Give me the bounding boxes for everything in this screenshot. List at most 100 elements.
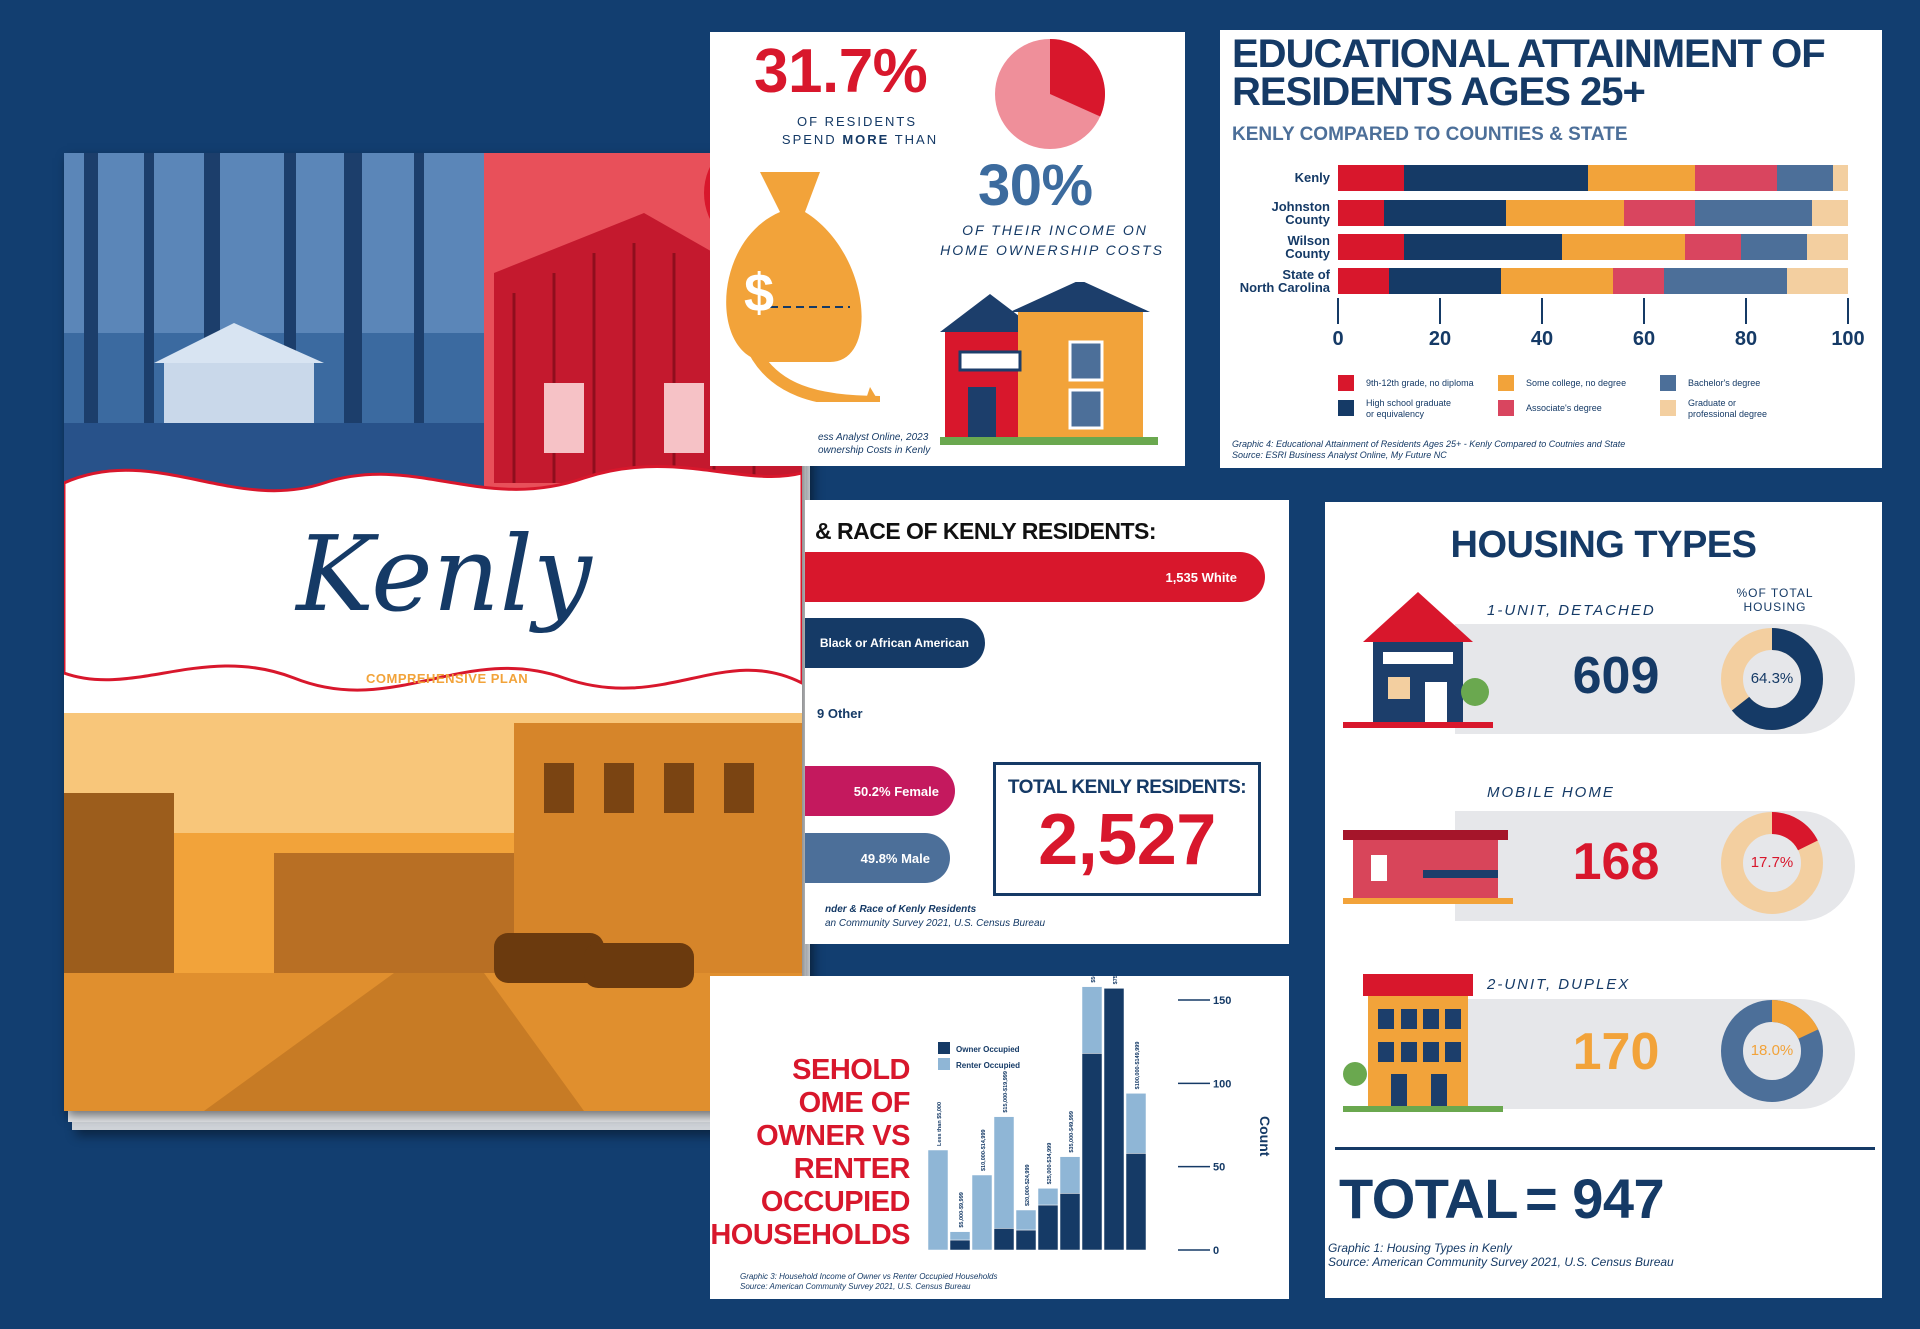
edu-bar-segment xyxy=(1404,234,1563,260)
income-tick-label: 150 xyxy=(1213,995,1231,1007)
edu-bar-row xyxy=(1338,200,1848,226)
edu-bar-segment xyxy=(1338,200,1384,226)
donut-chart-18-0 xyxy=(1721,1000,1823,1102)
dollar-sign: $ xyxy=(744,263,775,323)
stat1-line1: OF RESIDENTS xyxy=(796,114,918,129)
income-bar-segment xyxy=(949,1239,971,1251)
total-residents-box: TOTAL KENLY RESIDENTS: 2,527 xyxy=(993,762,1261,896)
edu-bar-segment xyxy=(1613,268,1665,294)
income-panel: SEHOLD OME OF OWNER VS RENTER OCCUPIED HOUSEH… xyxy=(710,976,1289,1299)
housing-caption-1: Graphic 1: Housing Types in Kenly xyxy=(1328,1241,1512,1255)
edu-axis-tick xyxy=(1745,298,1747,324)
stat1-line2: SPEND MORE THAN xyxy=(760,132,960,147)
edu-legend-swatch xyxy=(1660,400,1676,416)
education-panel: EDUCATIONAL ATTAINMENT OF RESIDENTS AGES… xyxy=(1220,30,1882,468)
income-category-label: $75,000-$99,999 xyxy=(1113,976,1119,984)
income-bar-segment xyxy=(993,1228,1015,1251)
income-category-label: $10,000-$14,999 xyxy=(981,1129,987,1171)
income-bar-segment xyxy=(1103,988,1125,1251)
income-chart-svg: Less than $5,000 $5,000-$9,999 $10,000-$14… xyxy=(927,976,1273,1257)
housing-total-value: = 947 xyxy=(1525,1167,1665,1230)
stat2-line1: OF THEIR INCOME ON xyxy=(962,222,1148,238)
edu-bar-segment xyxy=(1383,200,1507,226)
housing-type-2-pct: 17.7% xyxy=(1750,854,1794,871)
edu-bar-segment xyxy=(1506,200,1624,226)
total-residents-label: TOTAL KENLY RESIDENTS: xyxy=(1007,777,1247,798)
housing-title: HOUSING TYPES xyxy=(1450,524,1758,566)
income-category-label: $100,000-$149,999 xyxy=(1135,1042,1141,1090)
income-title-line: OCCUPIED xyxy=(760,1186,911,1218)
housing-divider xyxy=(1335,1147,1875,1150)
edu-bar-segment xyxy=(1740,234,1808,260)
income-title-line: OWNER VS xyxy=(756,1120,910,1152)
income-bar-segment xyxy=(1125,1093,1147,1154)
detached-house-icon xyxy=(1343,592,1493,728)
income-bar-segment xyxy=(1037,1204,1059,1251)
total-residents-value: 2,527 xyxy=(1038,800,1216,880)
housing-type-1-pct: 64.3% xyxy=(1750,670,1794,687)
edu-bar-row xyxy=(1338,268,1848,294)
edu-bar-segment xyxy=(1404,165,1588,191)
stat-31-7-percent: 31.7% xyxy=(754,37,928,106)
income-tick-label: 100 xyxy=(1213,1078,1231,1090)
housing-caption-2: Source: American Community Survey 2021, … xyxy=(1328,1255,1674,1269)
housing-type-3-count: 170 xyxy=(1572,1023,1660,1081)
income-legend-label: Owner Occupied xyxy=(956,1045,1020,1054)
edu-bar-segment xyxy=(1694,165,1777,191)
housing-type-1-label: 1-UNIT, DETACHED xyxy=(1487,602,1656,619)
income-category-label: $15,000-$19,999 xyxy=(1003,1071,1009,1113)
income-bar-segment xyxy=(1125,1153,1147,1251)
income-title-line: RENTER xyxy=(793,1153,911,1185)
income-chart: Less than $5,000 $5,000-$9,999 $10,000-$14… xyxy=(710,976,1289,1299)
edu-axis-tick xyxy=(1847,298,1849,324)
income-bar-segment xyxy=(1015,1209,1037,1231)
income-y-axis-label: Count xyxy=(1257,1116,1273,1157)
edu-bar-row xyxy=(1338,165,1848,191)
edu-bar-segment xyxy=(1694,200,1813,226)
income-caption-2: Source: American Community Survey 2021, … xyxy=(740,1282,971,1291)
edu-axis-tick xyxy=(1643,298,1645,324)
housing-type-3-pct: 18.0% xyxy=(1750,1042,1794,1059)
edu-bar-segment xyxy=(1623,200,1695,226)
edu-bar-segment xyxy=(1807,234,1848,260)
edu-tick-label: 20 xyxy=(1428,328,1452,350)
income-tick-label: 50 xyxy=(1213,1162,1225,1174)
income-category-label: Less than $5,000 xyxy=(937,1102,943,1146)
income-tick-label: 0 xyxy=(1213,1245,1219,1257)
mobile-home-icon xyxy=(1343,830,1513,904)
duplex-icon xyxy=(1343,974,1503,1112)
income-legend-label: Renter Occupied xyxy=(956,1061,1020,1070)
cost-caption-2: ownership Costs in Kenly xyxy=(818,445,931,456)
income-bar-segment xyxy=(1081,1053,1103,1251)
edu-axis-tick xyxy=(1337,298,1339,324)
edu-legend-label: High school graduate or equivalency xyxy=(1366,398,1452,419)
pct-header-line2: HOUSING xyxy=(1743,600,1807,614)
stat2-line2: HOME OWNERSHIP COSTS xyxy=(940,242,1164,258)
edu-bar-segment xyxy=(1664,268,1787,294)
edu-legend-label: Graduate or professional degree xyxy=(1688,398,1768,419)
edu-tick-label: 80 xyxy=(1734,328,1758,350)
edu-legend-swatch xyxy=(1338,375,1354,391)
education-title-line2: RESIDENTS AGES 25+ xyxy=(1232,70,1646,114)
income-category-label: $50,000-$74,999 xyxy=(1091,976,1097,983)
income-category-label: $5,000-$9,999 xyxy=(959,1192,965,1227)
race-caption-2: an Community Survey 2021, U.S. Census Bu… xyxy=(825,918,1046,929)
race-panel: & RACE OF KENLY RESIDENTS: 1,535 White B… xyxy=(805,500,1289,944)
income-bar-segment xyxy=(927,1149,949,1251)
edu-tick-label: 0 xyxy=(1332,328,1344,350)
edu-bar-segment xyxy=(1338,165,1405,191)
income-bar-segment xyxy=(1015,1229,1037,1251)
edu-tick-label: 100 xyxy=(1831,328,1865,350)
edu-axis-tick xyxy=(1439,298,1441,324)
edu-axis-tick xyxy=(1541,298,1543,324)
edu-legend-label: Some college, no degree xyxy=(1526,378,1627,388)
house-icon xyxy=(940,282,1158,445)
edu-legend-swatch xyxy=(1338,400,1354,416)
income-bar-segment xyxy=(1059,1193,1081,1251)
donut-chart-64-3 xyxy=(1721,628,1823,730)
income-caption-1: Graphic 3: Household Income of Owner vs … xyxy=(740,1272,998,1281)
education-caption-1: Graphic 4: Educational Attainment of Res… xyxy=(1232,439,1626,449)
cost-caption-1: ess Analyst Online, 2023 xyxy=(818,432,929,443)
housing-type-3-label: 2-UNIT, DUPLEX xyxy=(1487,976,1631,993)
edu-tick-label: 60 xyxy=(1632,328,1656,350)
